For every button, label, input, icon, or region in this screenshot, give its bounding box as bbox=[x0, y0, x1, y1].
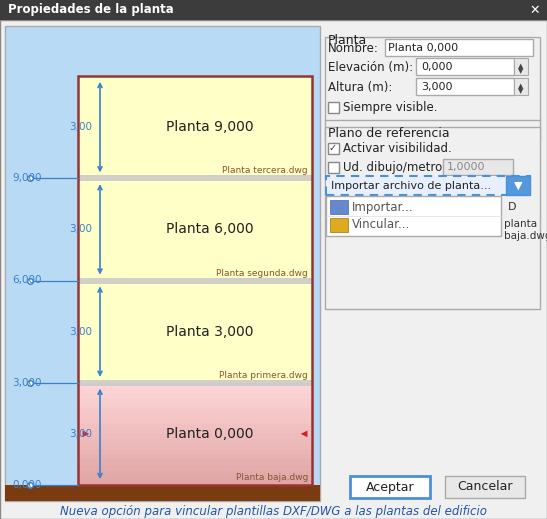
Text: Planta segunda.dwg: Planta segunda.dwg bbox=[216, 268, 308, 278]
Text: Planta 0,000: Planta 0,000 bbox=[388, 43, 458, 53]
Text: D: D bbox=[508, 202, 516, 212]
Text: Cancelar: Cancelar bbox=[457, 481, 513, 494]
Bar bbox=[326, 176, 530, 195]
Text: ✕: ✕ bbox=[529, 4, 540, 17]
Bar bbox=[416, 78, 514, 95]
Bar bbox=[330, 218, 348, 232]
Bar bbox=[78, 479, 312, 485]
Text: ▼: ▼ bbox=[514, 181, 522, 191]
Text: 6,000: 6,000 bbox=[12, 276, 42, 285]
Text: Elevación (m):: Elevación (m): bbox=[328, 61, 413, 74]
Text: baja.dwg: baja.dwg bbox=[504, 231, 547, 241]
Bar bbox=[78, 76, 312, 485]
Bar bbox=[445, 476, 525, 498]
Bar bbox=[78, 175, 312, 181]
Text: 3,00: 3,00 bbox=[69, 224, 92, 235]
Text: Planta baja.dwg: Planta baja.dwg bbox=[236, 473, 308, 482]
Text: ✓: ✓ bbox=[329, 143, 337, 153]
Text: 3,00: 3,00 bbox=[69, 326, 92, 337]
Text: Nombre:: Nombre: bbox=[328, 42, 379, 54]
Bar bbox=[78, 402, 312, 408]
Text: ▼: ▼ bbox=[519, 68, 523, 74]
Text: planta: planta bbox=[504, 219, 537, 229]
Bar bbox=[78, 178, 312, 280]
Bar bbox=[78, 280, 312, 383]
Text: ▲: ▲ bbox=[519, 63, 523, 69]
Text: Planta: Planta bbox=[328, 34, 367, 47]
Text: 3,00: 3,00 bbox=[69, 122, 92, 132]
Text: Aceptar: Aceptar bbox=[366, 481, 414, 494]
Text: Planta 0,000: Planta 0,000 bbox=[166, 427, 254, 441]
Bar bbox=[78, 418, 312, 424]
Bar bbox=[330, 200, 348, 214]
Bar bbox=[78, 413, 312, 418]
Text: Activar visibilidad.: Activar visibilidad. bbox=[343, 142, 452, 155]
Bar bbox=[78, 428, 312, 434]
Bar bbox=[5, 26, 320, 501]
Bar bbox=[78, 392, 312, 398]
Text: Plano de referencia: Plano de referencia bbox=[328, 127, 450, 140]
Bar bbox=[78, 397, 312, 403]
Bar bbox=[325, 37, 540, 141]
Bar bbox=[78, 382, 312, 388]
Bar bbox=[78, 278, 312, 283]
Text: Importar...: Importar... bbox=[352, 200, 414, 213]
Bar bbox=[514, 58, 528, 75]
Text: Planta 9,000: Planta 9,000 bbox=[166, 120, 254, 134]
Text: Nueva opción para vincular plantillas DXF/DWG a las plantas del edificio: Nueva opción para vincular plantillas DX… bbox=[60, 504, 486, 517]
Text: Altura (m):: Altura (m): bbox=[328, 80, 392, 93]
Bar bbox=[350, 476, 430, 498]
Bar bbox=[78, 438, 312, 444]
Text: Propiedades de la planta: Propiedades de la planta bbox=[8, 4, 174, 17]
Text: 9,000: 9,000 bbox=[12, 173, 42, 183]
Text: Vincular...: Vincular... bbox=[352, 218, 410, 231]
Text: 1,0000: 1,0000 bbox=[447, 162, 486, 172]
Text: 0,000: 0,000 bbox=[421, 62, 452, 72]
Text: 3,000: 3,000 bbox=[12, 378, 42, 388]
Bar bbox=[78, 387, 312, 393]
Text: Planta 3,000: Planta 3,000 bbox=[166, 324, 254, 338]
Text: Siempre visible.: Siempre visible. bbox=[343, 101, 438, 114]
Bar bbox=[416, 58, 514, 75]
Text: Planta 6,000: Planta 6,000 bbox=[166, 222, 254, 236]
Text: ▼: ▼ bbox=[519, 88, 523, 94]
Text: 3,00: 3,00 bbox=[69, 429, 92, 439]
Bar bbox=[78, 380, 312, 386]
Text: 0,000: 0,000 bbox=[12, 480, 42, 490]
Bar bbox=[514, 78, 528, 95]
Text: Planta tercera.dwg: Planta tercera.dwg bbox=[223, 166, 308, 175]
Bar bbox=[443, 159, 513, 175]
Bar bbox=[0, 0, 547, 20]
Bar bbox=[78, 463, 312, 470]
Bar bbox=[385, 39, 533, 56]
Bar bbox=[78, 433, 312, 439]
Bar bbox=[328, 102, 339, 113]
Text: ▲: ▲ bbox=[519, 83, 523, 89]
Text: Ud. dibujo/metro:: Ud. dibujo/metro: bbox=[343, 160, 446, 173]
Bar bbox=[78, 76, 312, 178]
Bar bbox=[328, 143, 339, 154]
Bar bbox=[78, 443, 312, 449]
Bar bbox=[506, 176, 530, 195]
Bar bbox=[5, 485, 320, 501]
Text: 3,000: 3,000 bbox=[421, 82, 452, 92]
Bar bbox=[326, 196, 501, 236]
Bar bbox=[78, 469, 312, 475]
Bar bbox=[328, 162, 339, 173]
Bar bbox=[325, 127, 540, 309]
Bar bbox=[78, 422, 312, 429]
Text: Planta primera.dwg: Planta primera.dwg bbox=[219, 371, 308, 380]
Bar bbox=[78, 474, 312, 480]
Bar bbox=[78, 458, 312, 465]
Bar bbox=[78, 407, 312, 414]
Text: Importar archivo de planta...: Importar archivo de planta... bbox=[331, 181, 491, 191]
Bar bbox=[78, 448, 312, 454]
Bar bbox=[78, 453, 312, 459]
